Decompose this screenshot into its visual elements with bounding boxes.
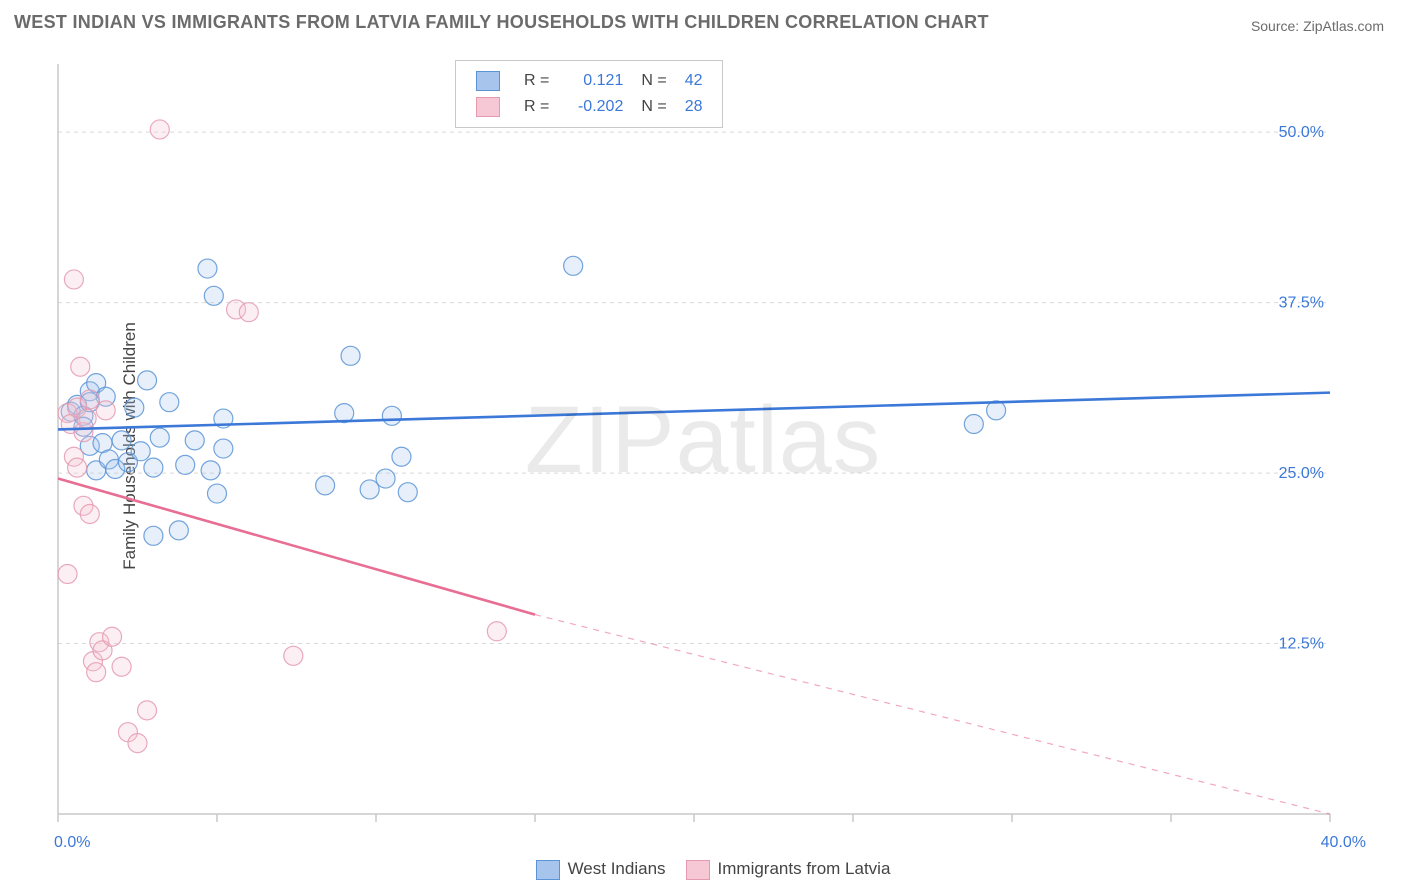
data-point — [160, 393, 179, 412]
data-point — [214, 439, 233, 458]
legend-swatch — [686, 860, 710, 880]
data-point — [112, 657, 131, 676]
data-point — [77, 409, 96, 428]
legend-series-label: Immigrants from Latvia — [718, 859, 891, 878]
data-point — [71, 357, 90, 376]
data-point — [198, 259, 217, 278]
data-point — [487, 622, 506, 641]
chart-title: WEST INDIAN VS IMMIGRANTS FROM LATVIA FA… — [14, 12, 989, 33]
data-point — [964, 415, 983, 434]
data-point — [204, 286, 223, 305]
source-label: Source: ZipAtlas.com — [1251, 18, 1384, 34]
data-point — [376, 469, 395, 488]
data-point — [185, 431, 204, 450]
legend-r-label: R = — [516, 95, 557, 119]
legend-n-label: N = — [633, 69, 674, 93]
data-point — [239, 303, 258, 322]
legend-n-label: N = — [633, 95, 674, 119]
correlation-legend: R =0.121N =42 R =-0.202N =28 — [455, 60, 723, 128]
data-point — [138, 701, 157, 720]
data-point — [176, 455, 195, 474]
data-point — [398, 483, 417, 502]
data-point — [144, 458, 163, 477]
trend-line-extrapolated — [535, 615, 1330, 814]
data-point — [169, 521, 188, 540]
data-point — [284, 646, 303, 665]
data-point — [201, 461, 220, 480]
svg-text:25.0%: 25.0% — [1279, 465, 1324, 482]
data-point — [80, 390, 99, 409]
legend-swatch — [536, 860, 560, 880]
data-point — [103, 627, 122, 646]
legend-r-value: -0.202 — [559, 95, 631, 119]
trend-line — [58, 479, 535, 615]
legend-r-label: R = — [516, 69, 557, 93]
data-point — [64, 270, 83, 289]
data-point — [208, 484, 227, 503]
data-point — [131, 442, 150, 461]
data-point — [150, 428, 169, 447]
data-point — [564, 256, 583, 275]
legend-series-label: West Indians — [568, 859, 666, 878]
data-point — [112, 431, 131, 450]
data-point — [392, 447, 411, 466]
svg-text:50.0%: 50.0% — [1279, 124, 1324, 141]
data-point — [96, 401, 115, 420]
data-point — [128, 734, 147, 753]
legend-r-value: 0.121 — [559, 69, 631, 93]
data-point — [80, 505, 99, 524]
data-point — [138, 371, 157, 390]
data-point — [316, 476, 335, 495]
data-point — [68, 458, 87, 477]
data-point — [144, 526, 163, 545]
x-axis-max-label: 40.0% — [1321, 834, 1366, 852]
watermark: ZIPatlas — [525, 386, 881, 495]
legend-n-value: 42 — [677, 69, 711, 93]
data-point — [360, 480, 379, 499]
data-point — [87, 663, 106, 682]
data-point — [58, 565, 77, 584]
data-point — [382, 406, 401, 425]
series-legend: West Indians Immigrants from Latvia — [0, 859, 1406, 880]
data-point — [341, 346, 360, 365]
svg-text:12.5%: 12.5% — [1279, 636, 1324, 653]
data-point — [150, 120, 169, 139]
data-point — [125, 398, 144, 417]
svg-text:37.5%: 37.5% — [1279, 295, 1324, 312]
legend-n-value: 28 — [677, 95, 711, 119]
x-axis-min-label: 0.0% — [54, 834, 90, 852]
